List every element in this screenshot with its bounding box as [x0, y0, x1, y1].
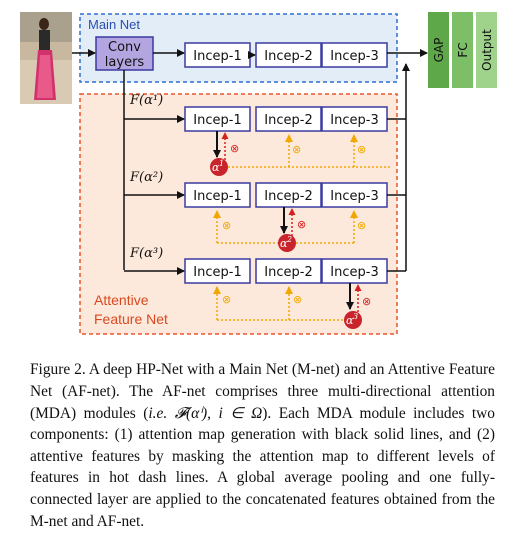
- otimes-icon: ⊗: [222, 219, 231, 232]
- fc-block: [452, 12, 473, 88]
- af2-incep-1-label: Incep-1: [193, 189, 241, 204]
- main-incep-1-label: Incep-1: [193, 49, 241, 64]
- otimes-icon: ⊗: [222, 293, 231, 306]
- f-alpha2-label: F(α²): [129, 170, 163, 185]
- output-label: Output: [480, 29, 494, 71]
- af2-incep-3-label: Incep-3: [330, 189, 378, 204]
- svg-text:α: α: [212, 161, 220, 174]
- alpha2-sup: 2: [286, 235, 292, 244]
- af1-incep-3-label: Incep-3: [330, 113, 378, 128]
- caption-math: 𝓕(αⁱ), i ∈ Ω: [167, 404, 263, 422]
- f-alpha3-label: F(α³): [129, 246, 163, 261]
- conv-label-line1: Conv: [108, 40, 141, 55]
- f-alpha1-label: F(α¹): [129, 93, 163, 108]
- fc-label: FC: [456, 42, 470, 57]
- af1-incep-1-label: Incep-1: [193, 113, 241, 128]
- otimes-icon: ⊗: [362, 295, 371, 308]
- otimes-icon: ⊗: [357, 143, 366, 156]
- attention-node-1: α 1 ⊗ ⊗ ⊗: [210, 131, 390, 176]
- af3-incep-2-label: Incep-2: [264, 265, 312, 280]
- otimes-icon: ⊗: [293, 293, 302, 306]
- svg-text:α: α: [280, 237, 288, 250]
- otimes-icon: ⊗: [357, 219, 366, 232]
- attention-node-3: α 3 ⊗ ⊗ ⊗: [213, 283, 371, 329]
- af2-incep-2-label: Incep-2: [264, 189, 312, 204]
- hp-net-diagram: Main Net Attentive Feature Net Conv laye…: [20, 12, 497, 335]
- af3-incep-1-label: Incep-1: [193, 265, 241, 280]
- otimes-icon: ⊗: [297, 218, 306, 231]
- attention-node-2: α 2 ⊗ ⊗ ⊗: [213, 207, 366, 252]
- otimes-icon: ⊗: [292, 143, 301, 156]
- main-incep-3-label: Incep-3: [330, 49, 378, 64]
- gap-block: [428, 12, 449, 88]
- gap-label: GAP: [432, 38, 446, 63]
- alpha1-sup: 1: [219, 159, 224, 168]
- af-net-label-line1: Attentive: [94, 292, 149, 308]
- caption-ie: i.e.: [148, 404, 168, 422]
- output-block: [476, 12, 497, 88]
- caption-text-1: A deep HP-Net with a Main Net (M-net) an…: [30, 361, 495, 422]
- caption-text-2: ). Each MDA module includes two componen…: [30, 404, 495, 530]
- af1-incep-2-label: Incep-2: [264, 113, 312, 128]
- figure-caption: Figure 2. A deep HP-Net with a Main Net …: [30, 359, 495, 532]
- input-person-image: [20, 12, 72, 104]
- otimes-icon: ⊗: [230, 142, 239, 155]
- main-net-incep-row: Incep-1 Incep-2 Incep-3: [184, 42, 388, 68]
- af-row-2: Incep-1 Incep-2 Incep-3: [124, 182, 406, 208]
- af-net-region: [79, 93, 398, 335]
- conv-label-line2: layers: [105, 55, 145, 70]
- svg-text:α: α: [346, 314, 354, 327]
- main-net-label: Main Net: [88, 17, 140, 32]
- af-row-3: Incep-1 Incep-2 Incep-3: [124, 258, 406, 284]
- af-row-1: Incep-1 Incep-2 Incep-3: [124, 106, 406, 132]
- af-net-label-line2: Feature Net: [94, 311, 168, 327]
- caption-label: Figure 2.: [30, 361, 86, 379]
- af3-incep-3-label: Incep-3: [330, 265, 378, 280]
- main-incep-2-label: Incep-2: [264, 49, 312, 64]
- alpha3-sup: 3: [353, 312, 358, 321]
